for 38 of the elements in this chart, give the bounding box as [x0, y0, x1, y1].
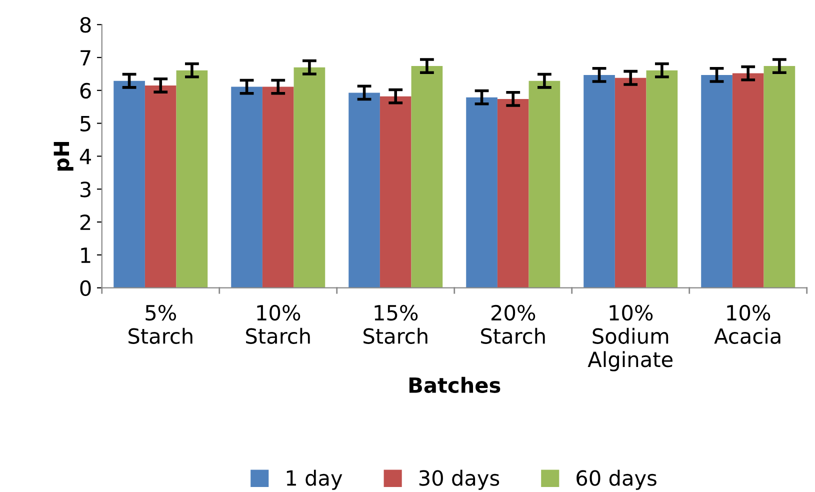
- bar: [764, 66, 796, 288]
- bar: [584, 74, 615, 288]
- x-axis-title: Batches: [409, 376, 500, 393]
- legend-label: 60 days: [576, 470, 656, 490]
- bar: [348, 92, 380, 288]
- legend-label: 30 days: [419, 470, 500, 490]
- y-tick-label: 2: [80, 214, 90, 230]
- y-tick-label: 3: [80, 182, 90, 198]
- legend-label: 1 day: [286, 470, 342, 490]
- x-tick-label: 5% Starch: [128, 304, 192, 344]
- x-tick-label: 15% Starch: [364, 304, 428, 344]
- bar: [466, 97, 498, 288]
- y-tick-label: 0: [80, 280, 91, 296]
- bar: [176, 70, 208, 288]
- y-tick-label: 4: [80, 148, 91, 164]
- x-tick-label: 10% Acacia: [714, 304, 780, 344]
- y-tick-label: 6: [80, 82, 91, 99]
- bar: [614, 78, 646, 288]
- x-tick-label: 10% Starch: [246, 304, 310, 344]
- bar: [701, 74, 732, 288]
- bar: [497, 98, 529, 288]
- bar: [231, 86, 262, 288]
- bar: [144, 85, 176, 288]
- y-tick-label: 8: [80, 17, 91, 33]
- bar: [294, 67, 326, 288]
- bar: [380, 96, 412, 288]
- x-tick-label: 10% Sodium Alginate: [588, 304, 672, 372]
- y-axis-title: pH: [54, 142, 74, 171]
- bar: [114, 80, 145, 288]
- bar: [411, 66, 443, 288]
- y-tick-label: 1: [81, 248, 90, 263]
- bar: [732, 73, 764, 288]
- bar: [262, 86, 294, 288]
- x-tick-label: 20% Starch: [481, 304, 545, 344]
- bar: [646, 70, 678, 288]
- y-tick-label: 5: [80, 116, 90, 132]
- bar: [528, 80, 560, 288]
- y-tick-label: 7: [80, 50, 90, 66]
